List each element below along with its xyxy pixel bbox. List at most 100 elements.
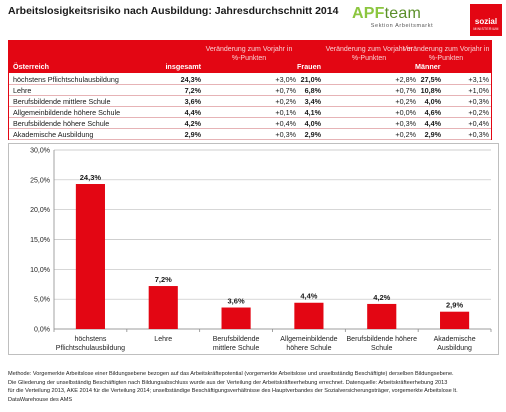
sozialministerium-logo: sozial MINISTERIUM <box>470 4 502 36</box>
bar <box>367 303 397 329</box>
cell-chg3: +0,3% <box>468 96 489 106</box>
cell-maenner: 10,8% <box>420 85 441 95</box>
y-tick-label: 15,0% <box>30 237 50 244</box>
table-row: höchstens Pflichtschulausbildung 24,3% +3,… <box>9 73 491 85</box>
cell-insgesamt: 4,4% <box>184 107 201 117</box>
cell-chg3: +0,4% <box>468 118 489 128</box>
methodology-footnote: Methode: Vorgemerkte Arbeitslose einer B… <box>8 370 500 404</box>
cell-maenner: 27,5% <box>420 74 441 84</box>
cell-frauen: 2,9% <box>304 129 321 139</box>
bar <box>75 184 105 329</box>
cell-chg2: +0,3% <box>395 118 416 128</box>
cell-insgesamt: 24,3% <box>180 74 201 84</box>
data-label: 4,4% <box>300 292 317 301</box>
cell-chg2: +0,7% <box>395 85 416 95</box>
cell-chg3: +1,0% <box>468 85 489 95</box>
y-tick-label: 25,0% <box>30 177 50 184</box>
x-tick-label: Allgemeinbildende <box>280 336 337 343</box>
data-table: Österreich insgesamt Veränderung zum Vor… <box>8 40 492 140</box>
cell-insgesamt: 3,6% <box>184 96 201 106</box>
cell-maenner: 4,4% <box>424 118 441 128</box>
y-tick-label: 30,0% <box>30 148 50 155</box>
cell-chg1: +0,2% <box>275 96 296 106</box>
cell-frauen: 4,0% <box>304 118 321 128</box>
header-maenner: Männer <box>415 62 441 71</box>
page-title: Arbeitslosigkeitsrisiko nach Ausbildung:… <box>8 5 339 17</box>
cell-maenner: 4,6% <box>424 107 441 117</box>
cell-chg2: +2,8% <box>395 74 416 84</box>
sozial-logo-text: sozial <box>474 17 498 26</box>
table-row: Berufsbildende höhere Schule 4,2% +0,4% 4,0… <box>9 117 491 129</box>
x-tick-label: mittlere Schule <box>213 345 259 352</box>
header-change-insgesamt: Veränderung zum Vorjahr in %-Punkten <box>205 46 293 62</box>
apf-team-logo: APFteam Sektion Arbeitsmarkt <box>352 5 452 30</box>
table-row: Allgemeinbildende höhere Schule 4,4% +0,1%… <box>9 106 491 118</box>
cell-chg1: +0,1% <box>275 107 296 117</box>
cell-label: Allgemeinbildende höhere Schule <box>13 107 121 117</box>
data-label: 24,3% <box>80 173 102 182</box>
data-label: 7,2% <box>155 275 172 284</box>
footnote-line: für die Verteilung 2013, AKE 2014 für di… <box>8 388 458 394</box>
cell-insgesamt: 2,9% <box>184 129 201 139</box>
header-change-maenner: Veränderung zum Vorjahr in %-Punkten <box>402 46 490 62</box>
x-tick-label: höchstens <box>74 336 106 343</box>
footnote-line: Methode: Vorgemerkte Arbeitslose einer B… <box>8 371 454 377</box>
bar <box>294 302 324 329</box>
table-header: Österreich insgesamt Veränderung zum Vor… <box>9 41 491 73</box>
cell-label: Berufsbildende mittlere Schule <box>13 96 111 106</box>
y-tick-label: 0,0% <box>34 327 50 334</box>
apf-logo-subtitle: Sektion Arbeitsmarkt <box>370 23 434 29</box>
cell-chg1: +0,3% <box>275 129 296 139</box>
sozial-logo-subtext: MINISTERIUM <box>473 27 499 31</box>
bar <box>148 286 178 329</box>
x-tick-label: Berufsbildende höhere <box>347 336 418 343</box>
header-change-frauen: Veränderung zum Vorjahr in %-Punkten <box>325 46 413 62</box>
x-tick-label: Schule <box>371 345 393 352</box>
cell-chg1: +0,4% <box>275 118 296 128</box>
y-tick-label: 5,0% <box>34 297 50 304</box>
cell-label: Akademische Ausbildung <box>13 129 94 139</box>
x-tick-label: Lehre <box>154 336 172 343</box>
bar <box>221 307 251 329</box>
cell-insgesamt: 7,2% <box>184 85 201 95</box>
cell-chg1: +3,0% <box>275 74 296 84</box>
cell-maenner: 2,9% <box>424 129 441 139</box>
cell-frauen: 4,1% <box>304 107 321 117</box>
data-label: 4,2% <box>373 293 390 302</box>
header-frauen: Frauen <box>297 62 321 71</box>
header-insgesamt: insgesamt <box>165 62 201 71</box>
y-tick-label: 20,0% <box>30 207 50 214</box>
cell-chg2: +0,2% <box>395 129 416 139</box>
bar <box>440 311 470 329</box>
table-row: Lehre 7,2% +0,7% 6,8% +0,7% 10,8% +1,0% <box>9 84 491 96</box>
apf-logo-text-team: team <box>384 5 421 22</box>
table-row: Berufsbildende mittlere Schule 3,6% +0,2% 3… <box>9 95 491 107</box>
data-label: 3,6% <box>228 297 245 306</box>
cell-label: Lehre <box>13 85 32 95</box>
footnote-line: Die Gliederung der unselbständig Beschäf… <box>8 379 448 386</box>
bar-chart: 0,0% 5,0% 10,0% 15,0% 20,0% 25,0% 30,0% 24,3% hö… <box>30 148 492 352</box>
x-tick-label: Pflichtschulausbildung <box>56 345 125 352</box>
cell-chg3: +0,3% <box>468 129 489 139</box>
cell-chg3: +3,1% <box>468 74 489 84</box>
cell-frauen: 3,4% <box>304 96 321 106</box>
header-region: Österreich <box>13 62 49 71</box>
x-tick-label: Akademische <box>434 336 476 343</box>
cell-maenner: 4,0% <box>424 96 441 106</box>
x-tick-label: Berufsbildende <box>213 336 260 343</box>
apf-logo-text: APF <box>352 5 385 22</box>
cell-label: höchstens Pflichtschulausbildung <box>13 74 119 84</box>
data-label: 2,9% <box>446 301 463 310</box>
table-row: Akademische Ausbildung 2,9% +0,3% 2,9% +0,2%… <box>9 128 491 140</box>
x-tick-label: Ausbildung <box>437 345 472 352</box>
cell-frauen: 21,0% <box>300 74 321 84</box>
y-tick-label: 10,0% <box>30 267 50 274</box>
cell-chg2: +0,0% <box>395 107 416 117</box>
cell-insgesamt: 4,2% <box>184 118 201 128</box>
chart-frame: 0,0% 5,0% 10,0% 15,0% 20,0% 25,0% 30,0% 24,3% hö… <box>8 143 499 355</box>
cell-chg3: +0,2% <box>468 107 489 117</box>
footnote-line: DataWarehouse des AMS <box>8 396 73 403</box>
x-tick-label: höhere Schule <box>286 345 331 352</box>
cell-frauen: 6,8% <box>304 85 321 95</box>
cell-chg2: +0,2% <box>395 96 416 106</box>
